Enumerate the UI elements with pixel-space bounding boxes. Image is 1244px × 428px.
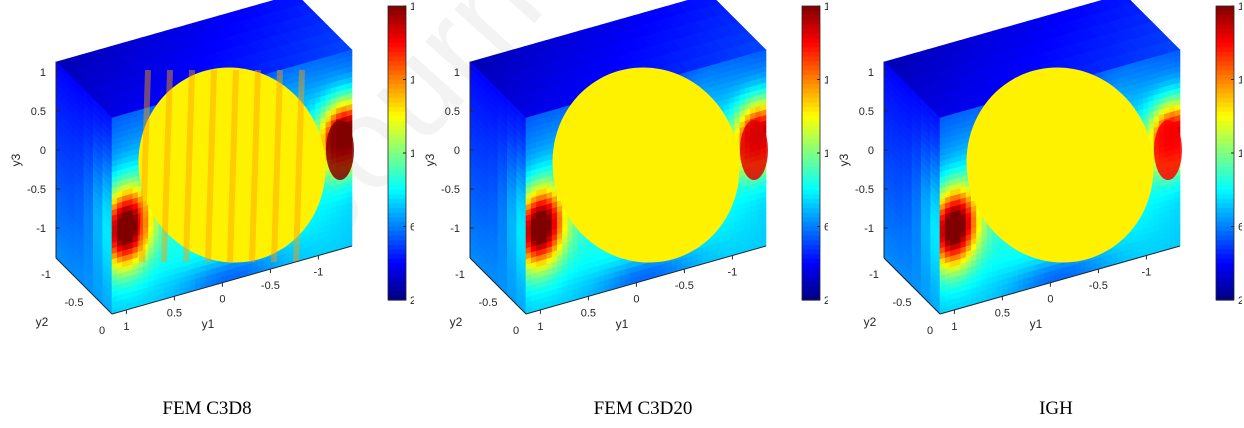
inclusion-ellipse [966, 67, 1154, 263]
y1-tick-label: -0.5 [1089, 280, 1108, 292]
plot-fem-c3d20: 1 0.5 0 -0.5 -1 y3 -1 -0.5 0 y2 1 0.5 0 -0.5 -1 y1 180 14… [423, 0, 828, 337]
y2-axis-line [469, 257, 527, 315]
side-face [469, 61, 527, 315]
colorbar-tick-label: 100 [410, 148, 414, 160]
caption-fem-c3d20: FEM C3D20 [593, 398, 693, 419]
side-face [55, 61, 113, 315]
y3-tick-label: -0.5 [27, 184, 46, 196]
y1-axis-line [939, 245, 1181, 315]
y1-axis-label: y1 [202, 317, 215, 331]
y2-axis-label: y2 [864, 315, 877, 329]
side-face [883, 61, 941, 315]
y1-axis-label: y1 [616, 317, 629, 331]
colorbar-tick-label: 180 [1238, 1, 1242, 13]
colorbar-tick-label: 20 [1238, 295, 1242, 307]
y2-tick-label: -0.5 [65, 297, 84, 309]
y1-tick-label: -0.5 [261, 280, 280, 292]
colorbar [387, 5, 407, 301]
y3-tick-label: 0.5 [445, 106, 460, 118]
y1-tick-label: 1 [537, 321, 543, 333]
colorbar-tick-label: 20 [824, 295, 828, 307]
y2-tick-label: 0 [513, 325, 519, 337]
y3-tick-label: -1 [864, 223, 874, 235]
y3-tick-label: 0.5 [31, 106, 46, 118]
y3-tick-label: 0 [868, 145, 874, 157]
y1-axis-label: y1 [1030, 317, 1043, 331]
y2-tick-label: 0 [927, 325, 933, 337]
c3d8-element-bands [139, 69, 305, 263]
y3-axis-label: y3 [9, 153, 23, 166]
caption-fem-c3d8: FEM C3D8 [162, 398, 252, 419]
panel-igh: 1 0.5 0 -0.5 -1 y3 -1 -0.5 0 y2 1 0.5 0 -0.5 -1 y1 180 14… [828, 0, 1242, 428]
y1-tick-label: -1 [728, 267, 738, 279]
y1-axis-line [111, 245, 353, 315]
y1-tick-label: -1 [314, 267, 324, 279]
inclusion-ellipse [552, 67, 740, 263]
y3-tick-label: 1 [868, 67, 874, 79]
plot-fem-c3d8: 1 0.5 0 -0.5 -1 y3 -1 -0.5 0 y2 1 0.5 0 -0.5 -1 y1 180 14… [9, 0, 414, 337]
y2-tick-label: -1 [869, 269, 879, 281]
colorbar-tick-label: 100 [1238, 148, 1242, 160]
y2-axis-line [55, 257, 113, 315]
colorbar-tick-label: 140 [1238, 75, 1242, 87]
y2-tick-label: -0.5 [893, 297, 912, 309]
right-hotspot [1154, 120, 1182, 180]
y1-tick-label: 0 [1047, 294, 1053, 306]
inclusion-ellipse [138, 67, 326, 263]
y2-tick-label: -1 [455, 269, 465, 281]
y1-tick-label: 0.5 [581, 307, 596, 319]
y1-tick-label: 0 [633, 294, 639, 306]
y1-tick-label: -0.5 [675, 280, 694, 292]
y3-axis-label: y3 [837, 153, 851, 166]
panel-fem-c3d20: 1 0.5 0 -0.5 -1 y3 -1 -0.5 0 y2 1 0.5 0 -0.5 -1 y1 180 14… [414, 0, 828, 428]
y3-tick-label: -1 [36, 223, 46, 235]
y3-tick-label: 1 [40, 67, 46, 79]
y3-tick-label: -0.5 [441, 184, 460, 196]
colorbar [801, 5, 821, 301]
y1-tick-label: 0 [219, 294, 225, 306]
y3-tick-label: -1 [450, 223, 460, 235]
y2-tick-label: -0.5 [479, 297, 498, 309]
y2-tick-label: -1 [41, 269, 51, 281]
y3-tick-label: 0.5 [859, 106, 874, 118]
y3-tick-label: 0 [40, 145, 46, 157]
caption-igh: IGH [1039, 398, 1073, 419]
y3-tick-label: -0.5 [855, 184, 874, 196]
colorbar-tick-label: 180 [410, 1, 414, 13]
plot-igh: 1 0.5 0 -0.5 -1 y3 -1 -0.5 0 y2 1 0.5 0 -0.5 -1 y1 180 14… [837, 0, 1242, 337]
y3-tick-label: 0 [454, 145, 460, 157]
colorbar-tick-label: 60 [824, 222, 828, 234]
y1-tick-label: 0.5 [995, 307, 1010, 319]
right-hotspot [326, 120, 354, 180]
y3-axis-label: y3 [423, 153, 437, 166]
right-hotspot [740, 120, 768, 180]
y1-tick-label: -1 [1142, 267, 1152, 279]
y2-axis-line [883, 257, 941, 315]
y3-tick-label: 1 [454, 67, 460, 79]
colorbar [1215, 5, 1235, 301]
colorbar-tick-label: 60 [1238, 222, 1242, 234]
colorbar-tick-label: 100 [824, 148, 828, 160]
y2-axis-label: y2 [36, 315, 49, 329]
y2-axis-label: y2 [450, 315, 463, 329]
colorbar-tick-label: 20 [410, 295, 414, 307]
y1-tick-label: 1 [123, 321, 129, 333]
y1-tick-label: 1 [951, 321, 957, 333]
y1-tick-label: 0.5 [167, 307, 182, 319]
colorbar-tick-label: 140 [824, 75, 828, 87]
colorbar-tick-label: 140 [410, 75, 414, 87]
y1-axis-line [525, 245, 767, 315]
colorbar-tick-label: 60 [410, 222, 414, 234]
colorbar-tick-label: 180 [824, 1, 828, 13]
y2-tick-label: 0 [99, 325, 105, 337]
panel-fem-c3d8: 1 0.5 0 -0.5 -1 y3 -1 -0.5 0 y2 1 0.5 0 -0.5 -1 y1 180 14… [0, 0, 414, 428]
